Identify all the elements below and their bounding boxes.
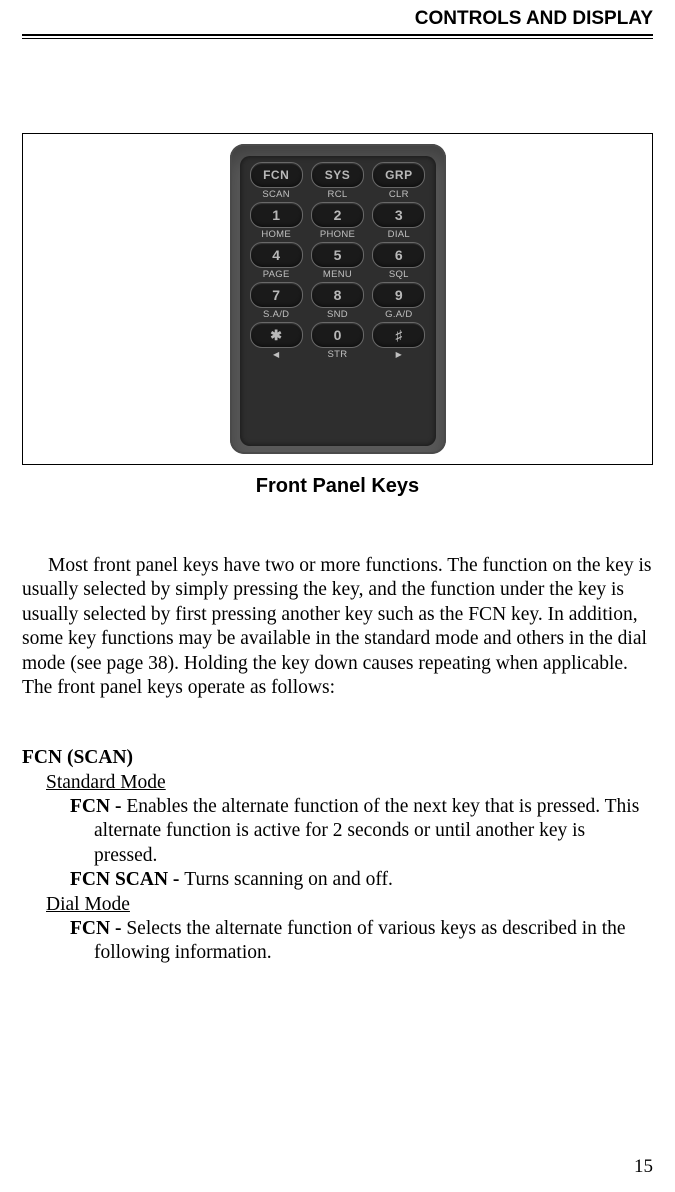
keypad-row-4: 7 8 9 xyxy=(250,282,426,308)
figure-caption: Front Panel Keys xyxy=(22,475,653,498)
home-label: HOME xyxy=(250,229,303,240)
sublabels-row-4: S.A/D SND G.A/D xyxy=(250,309,426,320)
intro-paragraph: Most front panel keys have two or more f… xyxy=(22,554,653,700)
keypad-row-5: ✱ 0 ♯ xyxy=(250,322,426,348)
fcnscan-desc: FCN SCAN - Turns scanning on and off. xyxy=(70,868,653,892)
header-rule-top xyxy=(22,34,653,36)
key-5[interactable]: 5 xyxy=(311,242,364,268)
key-4[interactable]: 4 xyxy=(250,242,303,268)
fcn-key[interactable]: FCN xyxy=(250,162,303,188)
key-0[interactable]: 0 xyxy=(311,322,364,348)
sys-key[interactable]: SYS xyxy=(311,162,364,188)
keypad-device: FCN SYS GRP SCAN RCL CLR 1 2 3 HOME PHON… xyxy=(230,144,446,454)
sql-label: SQL xyxy=(372,269,425,280)
menu-label: MENU xyxy=(311,269,364,280)
str-label: STR xyxy=(311,349,364,360)
page-label: PAGE xyxy=(250,269,303,280)
key-3[interactable]: 3 xyxy=(372,202,425,228)
fcn-dial-label-bold: FCN - xyxy=(70,918,126,939)
keypad-top-row: FCN SYS GRP xyxy=(250,162,426,188)
sublabels-row-5: ◀ STR ▶ xyxy=(250,349,426,360)
triangle-left-icon: ◀ xyxy=(273,350,279,359)
key-9[interactable]: 9 xyxy=(372,282,425,308)
sublabels-row-2: HOME PHONE DIAL xyxy=(250,229,426,240)
gad-label: G.A/D xyxy=(372,309,425,320)
standard-mode-heading: Standard Mode xyxy=(46,771,653,795)
sublabels-row-3: PAGE MENU SQL xyxy=(250,269,426,280)
key-hash[interactable]: ♯ xyxy=(372,322,425,348)
fcn-label-bold: FCN - xyxy=(70,796,126,817)
fcn-standard-desc: FCN - Enables the alternate function of … xyxy=(70,795,653,868)
fcn-dial-text: Selects the alternate function of variou… xyxy=(94,918,626,963)
clr-label: CLR xyxy=(372,189,425,200)
fcn-section: FCN (SCAN) Standard Mode FCN - Enables t… xyxy=(22,746,653,965)
grp-key[interactable]: GRP xyxy=(372,162,425,188)
figure-frame: FCN SYS GRP SCAN RCL CLR 1 2 3 HOME PHON… xyxy=(22,133,653,465)
scan-label: SCAN xyxy=(250,189,303,200)
fcnscan-text: Turns scanning on and off. xyxy=(184,869,393,890)
fcnscan-label-bold: FCN SCAN - xyxy=(70,869,184,890)
left-arrow-label: ◀ xyxy=(250,349,303,360)
key-7[interactable]: 7 xyxy=(250,282,303,308)
fcn-section-title: FCN (SCAN) xyxy=(22,746,653,770)
keypad-row-3: 4 5 6 xyxy=(250,242,426,268)
right-arrow-label: ▶ xyxy=(372,349,425,360)
key-2[interactable]: 2 xyxy=(311,202,364,228)
triangle-right-icon: ▶ xyxy=(396,350,402,359)
key-6[interactable]: 6 xyxy=(372,242,425,268)
keypad-row-2: 1 2 3 xyxy=(250,202,426,228)
keypad-face: FCN SYS GRP SCAN RCL CLR 1 2 3 HOME PHON… xyxy=(240,156,436,446)
sublabels-row-1: SCAN RCL CLR xyxy=(250,189,426,200)
phone-label: PHONE xyxy=(311,229,364,240)
key-star[interactable]: ✱ xyxy=(250,322,303,348)
key-8[interactable]: 8 xyxy=(311,282,364,308)
dial-label: DIAL xyxy=(372,229,425,240)
fcn-standard-text: Enables the alternate function of the ne… xyxy=(94,796,639,866)
fcn-dial-desc: FCN - Selects the alternate function of … xyxy=(70,917,653,966)
page-number: 15 xyxy=(634,1156,653,1178)
rcl-label: RCL xyxy=(311,189,364,200)
page-header: CONTROLS AND DISPLAY xyxy=(22,0,653,34)
dial-mode-heading: Dial Mode xyxy=(46,893,653,917)
header-rule-bottom xyxy=(22,38,653,39)
snd-label: SND xyxy=(311,309,364,320)
key-1[interactable]: 1 xyxy=(250,202,303,228)
sad-label: S.A/D xyxy=(250,309,303,320)
